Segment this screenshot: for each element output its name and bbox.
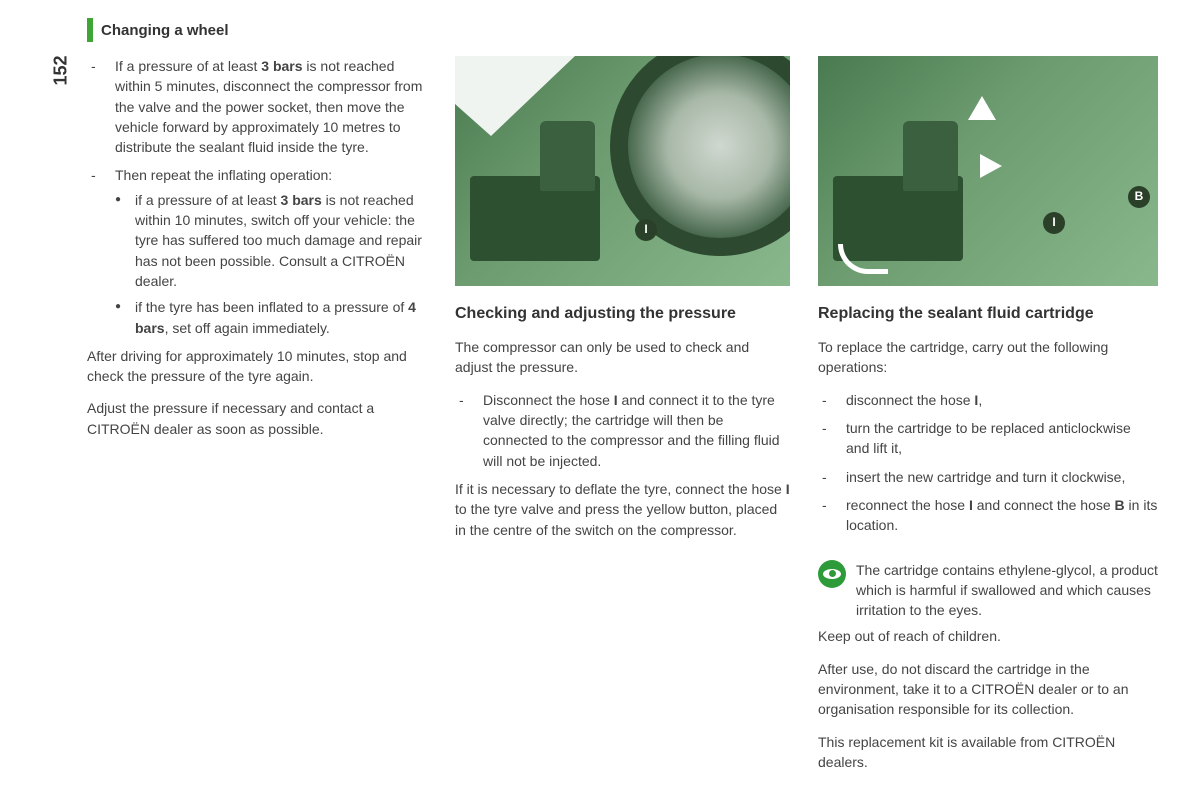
text-fragment: , — [978, 392, 982, 408]
text-fragment: Then repeat the inflating operation: — [115, 167, 332, 183]
col2-heading: Checking and adjusting the pressure — [455, 302, 790, 325]
warning-text-3: After use, do not discard the cartridge … — [818, 659, 1158, 720]
column-1: If a pressure of at least 3 bars is not … — [87, 56, 427, 784]
arrow-up-icon — [968, 96, 996, 120]
col3-item-1: disconnect the hose I, — [818, 390, 1158, 410]
text-fragment: to the tyre valve and press the yellow b… — [455, 501, 777, 537]
illustration-checking-pressure: I — [455, 56, 790, 286]
cartridge-shape — [540, 121, 595, 191]
bold-3bars: 3 bars — [261, 58, 302, 74]
warning-text-4: This replacement kit is available from C… — [818, 732, 1158, 773]
col3-item-4: reconnect the hose I and connect the hos… — [818, 495, 1158, 536]
col1-sub-1: if a pressure of at least 3 bars is not … — [115, 190, 427, 291]
col2-para-1: The compressor can only be used to check… — [455, 337, 790, 378]
content-columns: If a pressure of at least 3 bars is not … — [87, 56, 1145, 784]
bold-hose-b: B — [1115, 497, 1125, 513]
column-2: I Checking and adjusting the pressure Th… — [455, 56, 790, 784]
col3-list: disconnect the hose I, turn the cartridg… — [818, 390, 1158, 536]
arrow-right-icon — [980, 154, 1002, 178]
col1-item-2: Then repeat the inflating operation: if … — [87, 165, 427, 337]
hose-label-i-2: I — [1043, 212, 1065, 234]
header-title: Changing a wheel — [101, 22, 229, 39]
col1-sub-2: if the tyre has been inflated to a press… — [115, 297, 427, 338]
warning-block: The cartridge contains ethylene-glycol, … — [818, 560, 1158, 773]
col1-para-1: After driving for approximately 10 minut… — [87, 346, 427, 387]
hose-label-b: B — [1128, 186, 1150, 208]
bold-hose-i-2: I — [786, 481, 790, 497]
text-fragment: If it is necessary to deflate the tyre, … — [455, 481, 786, 497]
col3-intro: To replace the cartridge, carry out the … — [818, 337, 1158, 378]
text-fragment: disconnect the hose — [846, 392, 974, 408]
col1-para-2: Adjust the pressure if necessary and con… — [87, 398, 427, 439]
text-fragment: Disconnect the hose — [483, 392, 614, 408]
col3-item-2: turn the cartridge to be replaced anticl… — [818, 418, 1158, 459]
column-3: I B Replacing the sealant fluid cartridg… — [818, 56, 1158, 784]
col3-item-3: insert the new cartridge and turn it clo… — [818, 467, 1158, 487]
text-fragment: reconnect the hose — [846, 497, 969, 513]
col2-para-2: If it is necessary to deflate the tyre, … — [455, 479, 790, 540]
text-fragment: if the tyre has been inflated to a press… — [135, 299, 408, 315]
hose-label-i: I — [635, 219, 657, 241]
text-fragment: If a pressure of at least — [115, 58, 261, 74]
page-number: 152 — [51, 55, 72, 85]
page-header: Changing a wheel — [87, 18, 1145, 42]
col1-sublist: if a pressure of at least 3 bars is not … — [115, 190, 427, 338]
col1-item-1: If a pressure of at least 3 bars is not … — [87, 56, 427, 157]
col2-list: Disconnect the hose I and connect it to … — [455, 390, 790, 471]
col1-main-list: If a pressure of at least 3 bars is not … — [87, 56, 427, 338]
header-accent-bar — [87, 18, 93, 42]
warning-text-2: Keep out of reach of children. — [818, 626, 1158, 646]
cartridge-shape-2 — [903, 121, 958, 191]
warning-row-1: The cartridge contains ethylene-glycol, … — [818, 560, 1158, 621]
col2-item-1: Disconnect the hose I and connect it to … — [455, 390, 790, 471]
warning-text-1: The cartridge contains ethylene-glycol, … — [856, 560, 1158, 621]
arrow-rotate-icon — [838, 244, 888, 274]
col3-heading: Replacing the sealant fluid cartridge — [818, 302, 1158, 325]
bold-3bars-2: 3 bars — [281, 192, 322, 208]
eye-warning-icon — [818, 560, 846, 588]
text-fragment: if a pressure of at least — [135, 192, 281, 208]
illustration-replacing-cartridge: I B — [818, 56, 1158, 286]
text-fragment: , set off again immediately. — [165, 320, 330, 336]
text-fragment: and connect the hose — [973, 497, 1115, 513]
